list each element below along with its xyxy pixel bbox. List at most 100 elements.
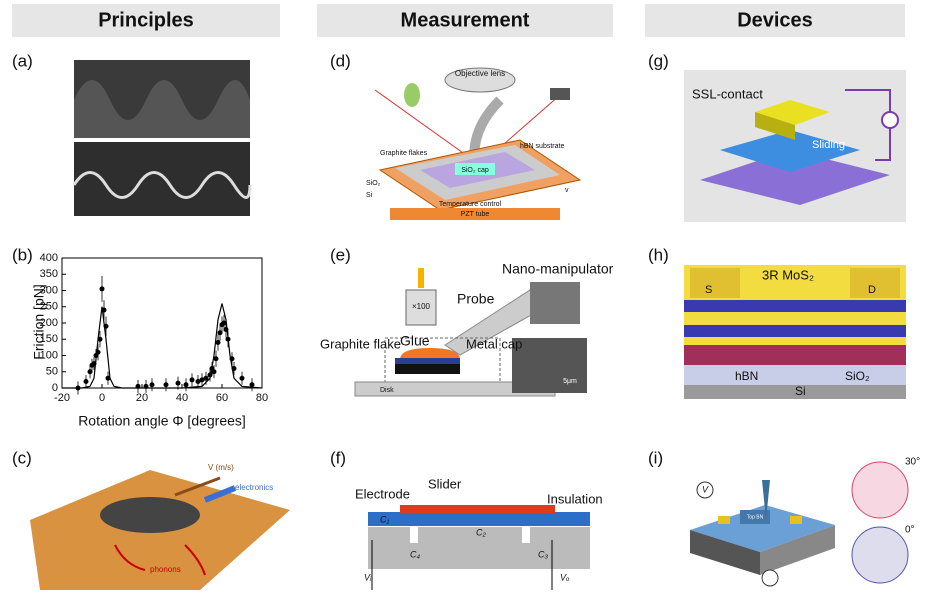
header: Devices <box>737 9 813 31</box>
data-point <box>239 375 245 381</box>
panel-label: (h) <box>648 245 669 264</box>
panel-c-image <box>30 470 290 590</box>
annotation: Electrode <box>355 486 410 501</box>
annotation: Top BN <box>747 514 764 520</box>
header: Principles <box>98 9 194 31</box>
y-tick-label: 50 <box>46 366 58 378</box>
header-bar <box>645 4 905 37</box>
annotation: Objective lens <box>455 69 505 78</box>
panel-label: (g) <box>648 51 669 70</box>
y-tick-label: 300 <box>40 284 58 296</box>
annotation: Graphite flake <box>320 336 401 351</box>
x-tick-label: 80 <box>256 392 268 404</box>
annotation: SiO₂ <box>845 369 870 383</box>
data-point <box>175 380 181 386</box>
y-tick-label: 100 <box>40 349 58 361</box>
annotation: Temperature control <box>439 201 502 208</box>
annotation: 0° <box>905 525 915 536</box>
y-tick-label: 350 <box>40 268 58 280</box>
annotation: V <box>702 484 709 494</box>
data-point <box>189 377 195 383</box>
annotation: C₄ <box>410 549 420 559</box>
y-tick-label: 0 <box>52 382 58 394</box>
data-point <box>249 382 255 388</box>
y-tick-label: 400 <box>40 252 58 264</box>
annotation: Vᵢ <box>364 572 372 582</box>
panel-d-image <box>374 67 582 220</box>
annotation: Vₒ <box>560 572 570 582</box>
scale-label: 5μm <box>563 378 577 385</box>
x-axis-label: Rotation angle Φ [degrees] <box>78 413 246 429</box>
data-point <box>163 382 169 388</box>
x-tick-label: -20 <box>54 392 70 404</box>
data-point <box>199 377 205 383</box>
annotation: C₂ <box>476 527 486 537</box>
header-bar <box>317 4 613 37</box>
panel-g-image <box>684 70 906 222</box>
annotation: hBN substrate <box>520 143 564 150</box>
fit-line <box>62 303 263 389</box>
annotation: Graphite flakes <box>380 150 428 157</box>
x-tick-label: 0 <box>99 392 105 404</box>
data-point <box>215 340 221 345</box>
annotation: SSL-contact <box>692 86 763 101</box>
annotation: C₁ <box>380 514 389 524</box>
annotation: Si <box>795 384 806 398</box>
annotation: Sliding <box>812 139 845 151</box>
panel-h-image <box>684 265 906 399</box>
panel-label: (i) <box>648 448 663 467</box>
x-tick-label: 40 <box>176 392 188 404</box>
panel-a-image <box>72 60 252 216</box>
data-point <box>105 375 111 381</box>
y-axis-label: Friction [pN] <box>31 284 47 359</box>
panel-e-image <box>354 268 587 397</box>
annotation: PZT tube <box>461 211 490 218</box>
annotation: phonons <box>150 565 181 574</box>
panel-i-image <box>690 461 909 587</box>
data-point <box>183 382 189 388</box>
annotation: Glue <box>400 333 430 349</box>
annotation: D <box>868 284 876 296</box>
data-point <box>203 375 209 381</box>
header: Measurement <box>401 9 530 31</box>
data-point <box>221 320 227 326</box>
annotation: 3R MoS₂ <box>762 267 814 282</box>
annotation: SiO₂ <box>366 180 381 187</box>
data-point <box>195 379 201 384</box>
annotation: Nano-manipulator <box>502 261 614 277</box>
header-bar <box>12 4 280 37</box>
data-point <box>87 369 93 375</box>
annotation: C₃ <box>538 549 548 559</box>
data-point <box>99 286 105 292</box>
panel-label: (a) <box>12 51 33 70</box>
annotation: S <box>705 284 712 296</box>
annotation: Slider <box>428 476 462 491</box>
annotation: v <box>565 187 569 194</box>
annotation: Metal cap <box>466 336 522 351</box>
y-tick-label: 150 <box>40 333 58 345</box>
data-point <box>213 356 219 362</box>
y-tick-label: 200 <box>40 317 58 329</box>
panel-label: (b) <box>12 245 33 264</box>
panel-f-image <box>368 505 590 590</box>
annotation: 30° <box>905 457 920 468</box>
annotation: V (m/s) <box>208 463 234 472</box>
y-tick-label: 250 <box>40 301 58 313</box>
annotation: SiO₂ cap <box>461 167 489 174</box>
data-point <box>211 369 217 375</box>
panel-label: (e) <box>330 245 351 264</box>
data-point <box>83 379 89 384</box>
panel-label: (d) <box>330 51 351 70</box>
annotation: electronics <box>235 483 273 492</box>
annotation: hBN <box>735 369 758 383</box>
annotation: Insulation <box>547 491 603 506</box>
x-tick-label: 60 <box>216 392 228 404</box>
panel-label: (c) <box>12 448 32 467</box>
data-point <box>149 382 155 388</box>
annotation: Si <box>366 192 373 199</box>
data-point <box>217 330 223 336</box>
panel-label: (f) <box>330 448 346 467</box>
annotation: Probe <box>457 291 495 307</box>
annotation: ×100 <box>412 302 431 311</box>
